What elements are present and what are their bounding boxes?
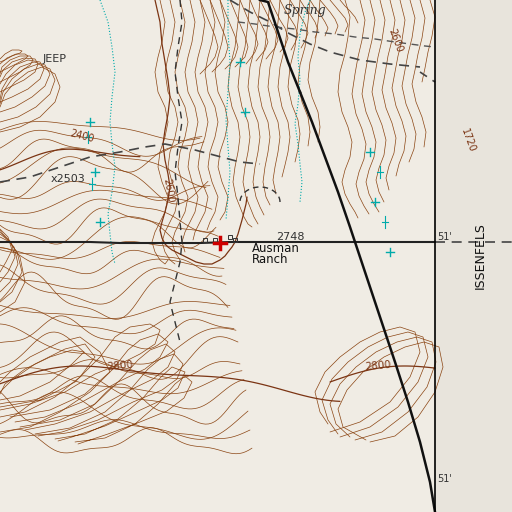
Text: 2800: 2800 — [106, 360, 134, 372]
Text: 2600: 2600 — [386, 28, 404, 54]
Bar — [203, 238, 207, 242]
Text: 1720: 1720 — [459, 127, 477, 154]
Text: 2400: 2400 — [69, 128, 95, 144]
Text: 2600: 2600 — [161, 178, 175, 204]
Bar — [213, 238, 217, 242]
Bar — [233, 238, 237, 242]
Text: 2748: 2748 — [276, 232, 304, 242]
Text: Ranch: Ranch — [252, 253, 288, 266]
Text: 51': 51' — [437, 232, 452, 242]
Text: x2503: x2503 — [51, 174, 86, 184]
Text: 51': 51' — [437, 474, 452, 484]
Text: ISSENFELS: ISSENFELS — [474, 223, 486, 289]
Text: JEEP: JEEP — [43, 54, 67, 64]
Text: Ausman: Ausman — [252, 242, 300, 255]
Bar — [435, 0, 512, 512]
Text: Spring: Spring — [284, 4, 326, 17]
Bar — [228, 235, 232, 239]
Text: 2800: 2800 — [365, 360, 392, 372]
